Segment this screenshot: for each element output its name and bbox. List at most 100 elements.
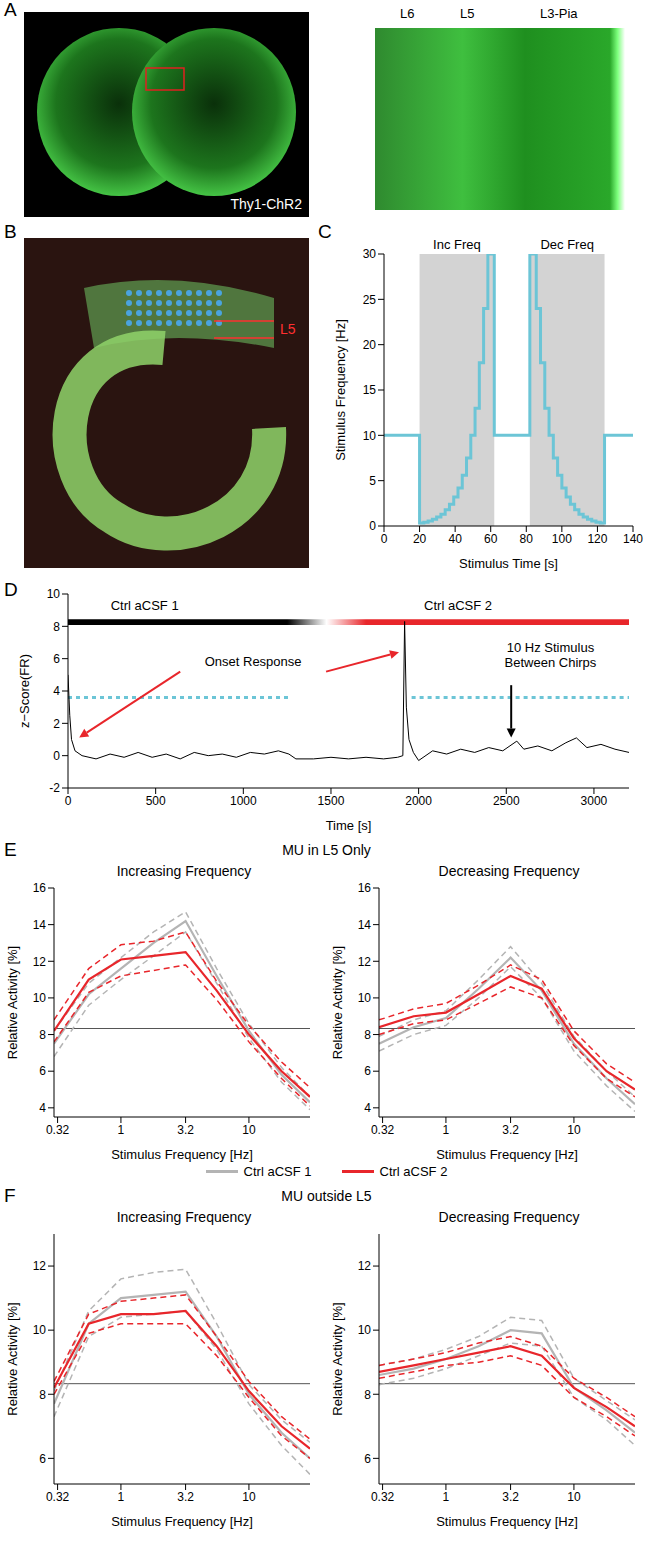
svg-text:3.2: 3.2	[502, 1123, 519, 1137]
svg-text:1: 1	[118, 1123, 125, 1137]
svg-text:6: 6	[364, 1064, 371, 1078]
html-text:L5: L5	[460, 6, 475, 21]
svg-text:12: 12	[33, 1259, 47, 1273]
svg-text:0.32: 0.32	[46, 1490, 70, 1504]
svg-text:Stimulus Frequency [Hz]: Stimulus Frequency [Hz]	[436, 1147, 578, 1162]
svg-text:1: 1	[118, 1490, 125, 1504]
svg-text:0.32: 0.32	[46, 1123, 70, 1137]
svg-text:Ctrl aCSF 2: Ctrl aCSF 2	[424, 598, 492, 613]
html-text:C: C	[318, 221, 332, 242]
svg-text:10: 10	[33, 1323, 47, 1337]
svg-text:25: 25	[363, 293, 377, 307]
svg-text:3000: 3000	[581, 794, 608, 808]
svg-text:2: 2	[53, 717, 60, 731]
svg-text:0: 0	[65, 794, 72, 808]
html-text:Increasing Frequency: Increasing Frequency	[116, 863, 252, 879]
svg-text:-2: -2	[49, 781, 60, 795]
svg-text:0: 0	[369, 519, 376, 533]
svg-text:L5: L5	[280, 321, 296, 337]
svg-text:16: 16	[33, 881, 47, 895]
svg-text:15: 15	[363, 383, 377, 397]
svg-text:40: 40	[448, 532, 462, 546]
html-text:L3-Pia: L3-Pia	[540, 6, 578, 21]
svg-text:0: 0	[53, 749, 60, 763]
svg-text:8: 8	[39, 1028, 46, 1042]
html-text:Ctrl aCSF 2: Ctrl aCSF 2	[379, 1164, 448, 1179]
html-text:MU in L5 Only: MU in L5 Only	[282, 842, 371, 858]
svg-text:20: 20	[363, 338, 377, 352]
html-text:Ctrl aCSF 1: Ctrl aCSF 1	[243, 1164, 312, 1179]
svg-text:14: 14	[33, 918, 47, 932]
html-text:Decreasing Frequency: Decreasing Frequency	[438, 1209, 580, 1225]
svg-text:Onset Response: Onset Response	[205, 654, 302, 669]
svg-text:Stimulus Time [s]: Stimulus Time [s]	[459, 556, 558, 571]
svg-text:Relative Activity [%]: Relative Activity [%]	[330, 1302, 345, 1415]
svg-text:Stimulus Frequency [Hz]: Stimulus Frequency [Hz]	[111, 1514, 253, 1529]
svg-text:z−Score(FR): z−Score(FR)	[17, 654, 32, 728]
svg-text:4: 4	[53, 684, 60, 698]
svg-text:10 Hz StimulusBetween Chirps: 10 Hz StimulusBetween Chirps	[505, 640, 597, 670]
svg-text:6: 6	[364, 1452, 371, 1466]
svg-text:16: 16	[358, 881, 372, 895]
svg-text:6: 6	[39, 1064, 46, 1078]
svg-text:5: 5	[369, 474, 376, 488]
svg-text:10: 10	[567, 1123, 581, 1137]
svg-text:60: 60	[484, 532, 498, 546]
svg-text:2000: 2000	[405, 794, 432, 808]
svg-text:1: 1	[443, 1490, 450, 1504]
svg-text:12: 12	[33, 955, 47, 969]
svg-text:3.2: 3.2	[177, 1490, 194, 1504]
svg-text:0.32: 0.32	[371, 1490, 395, 1504]
svg-text:Time [s]: Time [s]	[326, 818, 372, 833]
html-text:Decreasing Frequency: Decreasing Frequency	[438, 863, 580, 879]
svg-text:Stimulus Frequency [Hz]: Stimulus Frequency [Hz]	[436, 1514, 578, 1529]
svg-text:1500: 1500	[318, 794, 345, 808]
svg-text:Relative Activity [%]: Relative Activity [%]	[5, 946, 20, 1059]
svg-text:140: 140	[623, 532, 643, 546]
svg-text:8: 8	[364, 1388, 371, 1402]
svg-text:3.2: 3.2	[177, 1123, 194, 1137]
html-text:D: D	[4, 579, 18, 600]
svg-text:120: 120	[587, 532, 607, 546]
svg-text:10: 10	[363, 429, 377, 443]
svg-text:6: 6	[39, 1452, 46, 1466]
svg-text:Stimulus Frequency [Hz]: Stimulus Frequency [Hz]	[333, 319, 348, 461]
svg-text:10: 10	[567, 1490, 581, 1504]
svg-text:Inc Freq: Inc Freq	[433, 237, 481, 252]
svg-text:Relative Activity [%]: Relative Activity [%]	[5, 1302, 20, 1415]
svg-text:30: 30	[363, 247, 377, 261]
svg-text:1: 1	[443, 1123, 450, 1137]
svg-text:0: 0	[381, 532, 388, 546]
svg-text:10: 10	[47, 587, 61, 601]
svg-text:6: 6	[53, 652, 60, 666]
svg-text:10: 10	[358, 1323, 372, 1337]
svg-text:4: 4	[39, 1101, 46, 1115]
html-text:L6: L6	[400, 6, 415, 21]
svg-text:Thy1-ChR2: Thy1-ChR2	[230, 196, 302, 212]
svg-text:Dec Freq: Dec Freq	[540, 237, 593, 252]
svg-text:Stimulus Frequency [Hz]: Stimulus Frequency [Hz]	[111, 1147, 253, 1162]
svg-text:10: 10	[358, 991, 372, 1005]
svg-text:3.2: 3.2	[502, 1490, 519, 1504]
svg-text:80: 80	[520, 532, 534, 546]
svg-text:4: 4	[364, 1101, 371, 1115]
svg-text:10: 10	[242, 1490, 256, 1504]
svg-text:8: 8	[39, 1388, 46, 1402]
svg-text:12: 12	[358, 1259, 372, 1273]
svg-text:Relative Activity [%]: Relative Activity [%]	[330, 946, 345, 1059]
svg-text:100: 100	[552, 532, 572, 546]
svg-text:8: 8	[53, 620, 60, 634]
svg-text:500: 500	[146, 794, 166, 808]
svg-text:12: 12	[358, 955, 372, 969]
svg-text:2500: 2500	[493, 794, 520, 808]
svg-text:Ctrl aCSF 1: Ctrl aCSF 1	[111, 598, 179, 613]
svg-text:10: 10	[33, 991, 47, 1005]
svg-text:0.32: 0.32	[371, 1123, 395, 1137]
svg-text:20: 20	[413, 532, 427, 546]
html-text:MU outside L5: MU outside L5	[281, 1188, 372, 1204]
svg-text:1000: 1000	[230, 794, 257, 808]
html-text:Increasing Frequency: Increasing Frequency	[116, 1209, 252, 1225]
svg-text:8: 8	[364, 1028, 371, 1042]
svg-text:10: 10	[242, 1123, 256, 1137]
svg-text:14: 14	[358, 918, 372, 932]
